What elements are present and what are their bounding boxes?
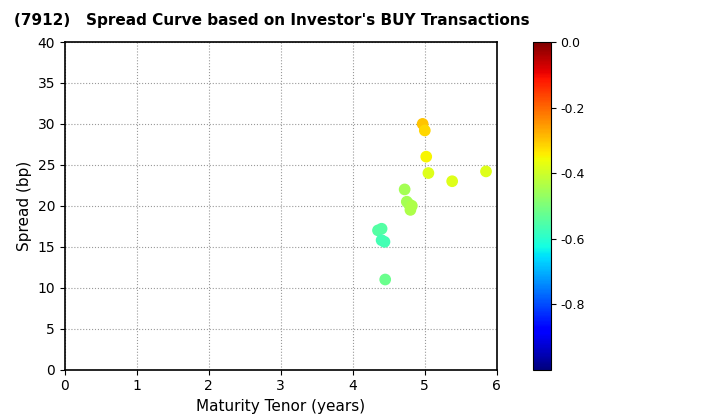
Point — [376, 237, 387, 244]
Point — [372, 227, 384, 234]
Point — [399, 186, 410, 193]
Point — [420, 153, 432, 160]
Point — [419, 127, 431, 134]
Point — [446, 178, 458, 184]
Point — [480, 168, 492, 175]
Point — [405, 207, 416, 213]
Point — [376, 226, 387, 232]
Point — [406, 202, 418, 209]
Point — [379, 276, 391, 283]
Point — [403, 201, 415, 207]
Text: (7912)   Spread Curve based on Investor's BUY Transactions: (7912) Spread Curve based on Investor's … — [14, 13, 530, 28]
X-axis label: Maturity Tenor (years): Maturity Tenor (years) — [197, 399, 365, 414]
Point — [401, 198, 413, 205]
Point — [379, 239, 390, 245]
Point — [417, 121, 428, 127]
Point — [423, 170, 434, 176]
Y-axis label: Spread (bp): Spread (bp) — [17, 161, 32, 251]
